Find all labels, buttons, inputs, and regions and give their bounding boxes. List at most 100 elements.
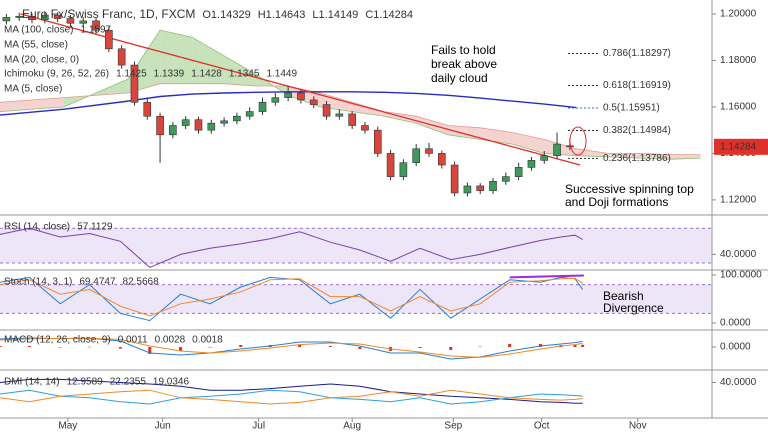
indicator-line — [0, 277, 583, 317]
indicator-name: Stoch (14, 3, 1) — [4, 277, 72, 288]
indicator-line — [0, 389, 583, 405]
indicator-value: 0.0011 — [118, 335, 148, 346]
histogram-bar — [179, 347, 183, 351]
band — [0, 284, 712, 314]
y-tick-label: 40.0000 — [720, 249, 757, 260]
candle-body — [553, 143, 561, 157]
cloud-segment — [160, 30, 193, 84]
candle-body — [437, 153, 446, 166]
candle-body — [28, 15, 36, 21]
indicator-value: 0.0028 — [155, 335, 186, 346]
indicator-line — [0, 337, 583, 358]
divergence-line — [509, 274, 584, 279]
last-price-label: 1.14284 — [720, 141, 757, 152]
annotation: Fails to hold — [431, 43, 496, 57]
x-tick-label: Jun — [155, 421, 171, 432]
annotation: daily cloud — [431, 71, 488, 85]
indicator-value: 69.4747 — [79, 277, 116, 288]
candle-body — [399, 162, 408, 177]
candle-body — [130, 64, 139, 103]
candle-body — [53, 14, 62, 19]
histogram-bar — [239, 345, 243, 347]
candle-body — [502, 176, 510, 182]
indicator-name: MA (100, close) — [4, 25, 73, 36]
ohlc-value: C1.14284 — [365, 9, 413, 21]
fib-label: 0.618(1.16919) — [603, 80, 671, 91]
cloud-span-a — [0, 29, 701, 160]
x-tick-label: Nov — [629, 421, 647, 432]
candle-body — [309, 99, 318, 105]
band — [0, 228, 712, 264]
candle-body — [66, 18, 75, 24]
indicator-name: DMI (14, 14) — [4, 377, 60, 388]
indicator-value: 1.1597 — [80, 25, 111, 36]
cloud-segment — [224, 55, 257, 86]
cloud-segment — [512, 132, 545, 154]
x-tick-label: Jul — [252, 421, 265, 432]
histogram-bar — [449, 347, 453, 350]
candle-body — [2, 17, 11, 22]
candle-body — [41, 14, 49, 21]
candle-body — [373, 129, 382, 154]
indicator-name: RSI (14, close) — [4, 222, 70, 233]
indicator-name: MACD (12, 26, close, 9) — [4, 335, 111, 346]
annotation: Divergence — [603, 301, 664, 315]
indicator-value: 1.1428 — [191, 69, 222, 80]
candle-body — [476, 185, 485, 191]
trendline — [20, 13, 581, 166]
candle-body — [117, 48, 126, 66]
last-price-badge — [714, 138, 768, 155]
histogram-bar — [0, 346, 2, 347]
highlight-ellipse — [569, 126, 587, 156]
candle-body — [156, 115, 164, 136]
candle-body — [92, 20, 100, 31]
indicator-value: 1.1339 — [154, 69, 185, 80]
annotation: and Doji formations — [565, 195, 668, 209]
moving-average — [0, 91, 577, 116]
histogram-bar — [208, 347, 212, 348]
y-tick-label: 1.16000 — [720, 102, 757, 113]
candle-body — [335, 113, 344, 117]
candle-body — [181, 119, 190, 126]
histogram-bar — [58, 347, 62, 348]
y-tick-label: 1.18000 — [720, 55, 757, 66]
candle-body — [566, 145, 574, 148]
annotation: Bearish — [603, 289, 644, 303]
fib-label: 0.786(1.18297) — [603, 48, 671, 59]
histogram-bar — [298, 344, 302, 347]
chart-title: Euro Fx/Swiss Franc, 1D, FXCM — [22, 7, 195, 21]
candle-body — [220, 120, 228, 124]
candle-body — [361, 125, 369, 131]
indicator-line — [0, 227, 583, 268]
candle-body — [233, 115, 241, 122]
histogram-bar — [88, 346, 92, 348]
histogram-bar — [27, 346, 31, 347]
indicator-value: 57.1129 — [77, 222, 113, 233]
indicator-name: Ichimoku (9, 26, 52, 26) — [4, 69, 109, 80]
y-tick-label: 40.0000 — [720, 377, 757, 388]
annotation: break above — [431, 57, 497, 71]
cloud-segment — [640, 153, 673, 160]
y-tick-label: 1.12000 — [720, 195, 757, 206]
cloud-segment — [192, 37, 225, 84]
y-tick-label: 0.0000 — [720, 318, 751, 329]
histogram-bar — [148, 347, 152, 354]
indicator-value: 1.1345 — [229, 69, 260, 80]
cloud-segment — [576, 148, 609, 157]
candle-body — [540, 155, 549, 161]
indicator-value: 19.0346 — [153, 377, 190, 388]
candle-body — [207, 122, 216, 131]
indicator-name: MA (55, close) — [4, 40, 68, 51]
histogram-bar — [328, 346, 332, 347]
histogram-bar — [581, 344, 585, 347]
y-tick-label: 1.20000 — [720, 9, 757, 20]
candle-body — [15, 15, 24, 18]
candle-body — [105, 29, 113, 50]
indicator-value: 1.1425 — [116, 69, 147, 80]
annotation: Successive spinning top — [565, 182, 694, 196]
indicator-value: 12.9589 — [67, 377, 104, 388]
ohlc-value: L1.14149 — [312, 9, 358, 21]
x-tick-label: Aug — [343, 421, 361, 432]
indicator-value: 82.5668 — [123, 277, 160, 288]
